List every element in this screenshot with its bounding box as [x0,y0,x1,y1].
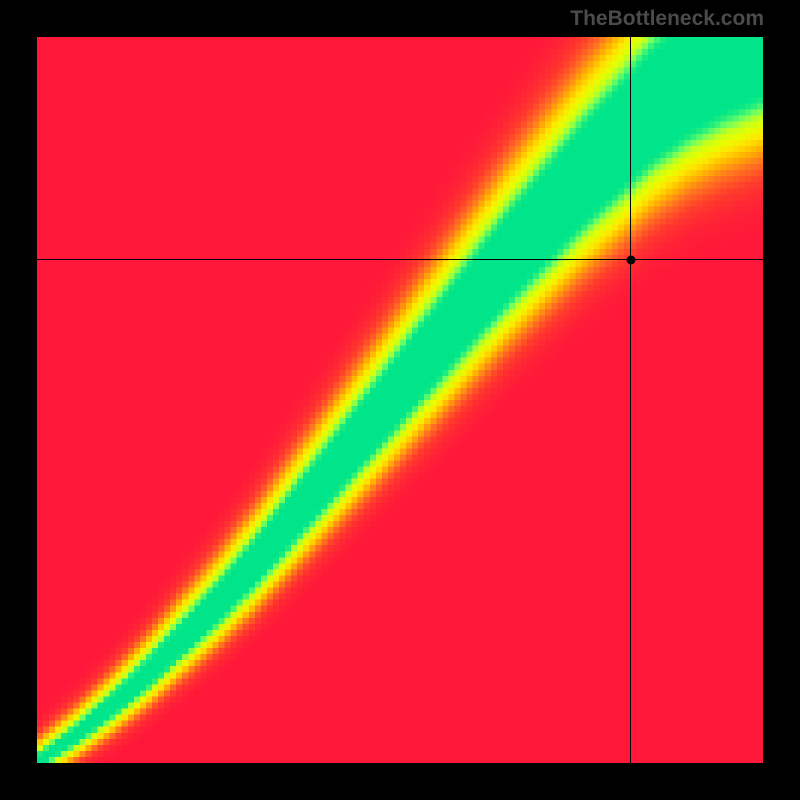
chart-container: TheBottleneck.com [0,0,800,800]
crosshair-vertical [630,37,631,763]
crosshair-horizontal [37,259,763,260]
crosshair-marker [626,255,635,264]
watermark-text: TheBottleneck.com [570,7,764,31]
bottleneck-heatmap [37,37,763,763]
